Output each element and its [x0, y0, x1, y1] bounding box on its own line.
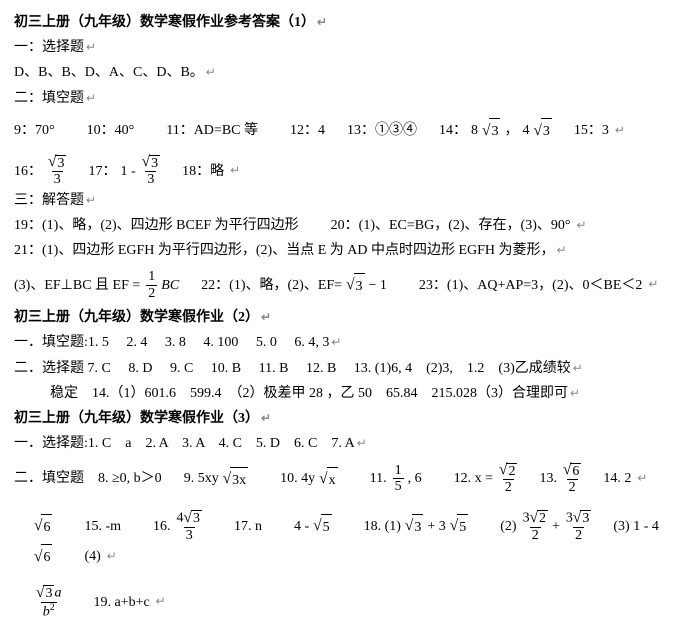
s1-q21: 21：(1)、四边形 EGFH 为平行四边形，(2)、当点 E 为 AD 中点时…	[14, 243, 555, 258]
h1-3: 三：解答题	[14, 193, 84, 208]
s1-fill-line2: 16： 33 17： 1 - 33 18：略 ↵	[14, 154, 683, 187]
s2-fill: 一．填空题:1. 5 2. 4 3. 8 4. 100 5. 0 6. 4, 3	[14, 335, 329, 350]
s1-q19-20: 19：(1)、略，(2)、四边形 BCEF 为平行四边形 20：(1)、EC=B…	[14, 213, 683, 238]
s1-q3-22-23: (3)、EF⊥BC 且 EF = 12 BC 22：(1)、略，(2)、EF= …	[14, 269, 683, 301]
s3-fill-line3: 3a b2 19. a+b+c ↵	[14, 585, 683, 620]
s3-fill-line1: 二．填空题 8. ≥0, b＞0 9. 5xy 3x 10. 4y x 11. …	[14, 462, 683, 495]
s3-fill-line2: 6 15. -m 16. 433 17. n 4 - 5 18. (1) 3 +…	[14, 510, 683, 571]
ret: ↵	[317, 15, 327, 29]
s2-mc: 二．选择题 7. C 8. D 9. C 10. B 11. B 12. B 1…	[14, 361, 571, 376]
s1-mc: D、B、B、D、A、C、D、B。	[14, 65, 204, 80]
s2-mc2: 稳定 14.（1）601.6 599.4 （2）极差甲 28 ，乙 50 65.…	[50, 386, 568, 401]
s1-fill-line1: 9：70° 10：40° 11：AD=BC 等 12：4 13：①③④ 14： …	[14, 117, 683, 145]
title-3: 初三上册（九年级）数学寒假作业（3）	[14, 411, 259, 426]
title-1: 初三上册（九年级）数学寒假作业参考答案（1）	[14, 15, 315, 30]
h1-1: 一：选择题	[14, 40, 84, 55]
s3-mc: 一．选择题:1. C a 2. A 3. A 4. C 5. D 6. C 7.…	[14, 436, 355, 451]
h1-2: 二：填空题	[14, 91, 84, 106]
title-2: 初三上册（九年级）数学寒假作业（2）	[14, 310, 259, 325]
